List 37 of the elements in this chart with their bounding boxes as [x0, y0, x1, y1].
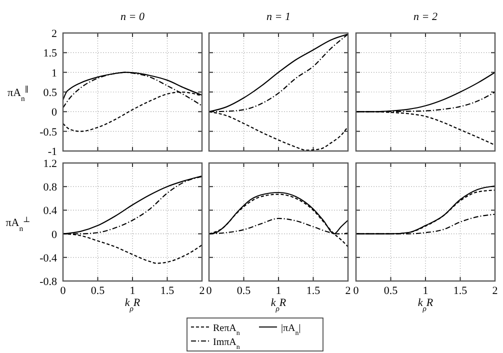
x-tick-label: 1.5 [453, 285, 468, 297]
chart-title: n = 0 [120, 11, 145, 23]
x-axis-title: k$_{ρ}$R [418, 297, 434, 312]
x-axis-title: k$_{ρ}$R [270, 297, 286, 312]
y-tick-label: -0.5 [40, 126, 58, 138]
y-tick-label: 1.5 [43, 48, 58, 60]
x-tick-label: 0.5 [90, 285, 106, 297]
x-tick-label: 0.5 [384, 285, 398, 297]
x-tick-label: 0 [353, 285, 360, 297]
y-tick-label: 0 [52, 228, 58, 241]
x-tick-label: 1 [422, 285, 428, 297]
legend-label: ImπA$_{n}$ [213, 337, 240, 351]
legend-label: |πA$_{n}$| [281, 323, 301, 337]
x-axis-title: k$_{ρ}$R [124, 297, 140, 312]
x-tick-label: 2 [345, 285, 351, 297]
y-tick-label: -1 [48, 146, 57, 158]
x-tick-label: 1 [130, 285, 136, 297]
y-tick-label: 1 [52, 67, 57, 80]
x-tick-label: 1.5 [306, 285, 321, 297]
y-tick-label: 0.4 [43, 205, 58, 218]
x-tick-label: 0 [60, 285, 66, 297]
x-tick-label: 2 [492, 285, 498, 297]
chart-title: n = 1 [266, 11, 290, 23]
y-tick-label: 2 [52, 28, 57, 40]
x-tick-label: 0.5 [236, 285, 252, 297]
chart-title: n = 2 [414, 11, 438, 23]
y-tick-label: -0.4 [40, 252, 58, 264]
y-tick-label: 0 [52, 106, 58, 119]
x-tick-label: 0 [206, 285, 212, 297]
x-tick-label: 1.5 [160, 285, 175, 297]
y-tick-label: 1.2 [43, 158, 57, 170]
x-tick-label: 1 [276, 285, 282, 297]
y-tick-label: 0.5 [43, 87, 58, 99]
x-tick-label: 2 [199, 285, 205, 297]
y-tick-label: -0.8 [40, 276, 58, 288]
y-tick-label: 0.8 [43, 182, 58, 194]
legend-label: ReπA$_{n}$ [213, 323, 240, 337]
